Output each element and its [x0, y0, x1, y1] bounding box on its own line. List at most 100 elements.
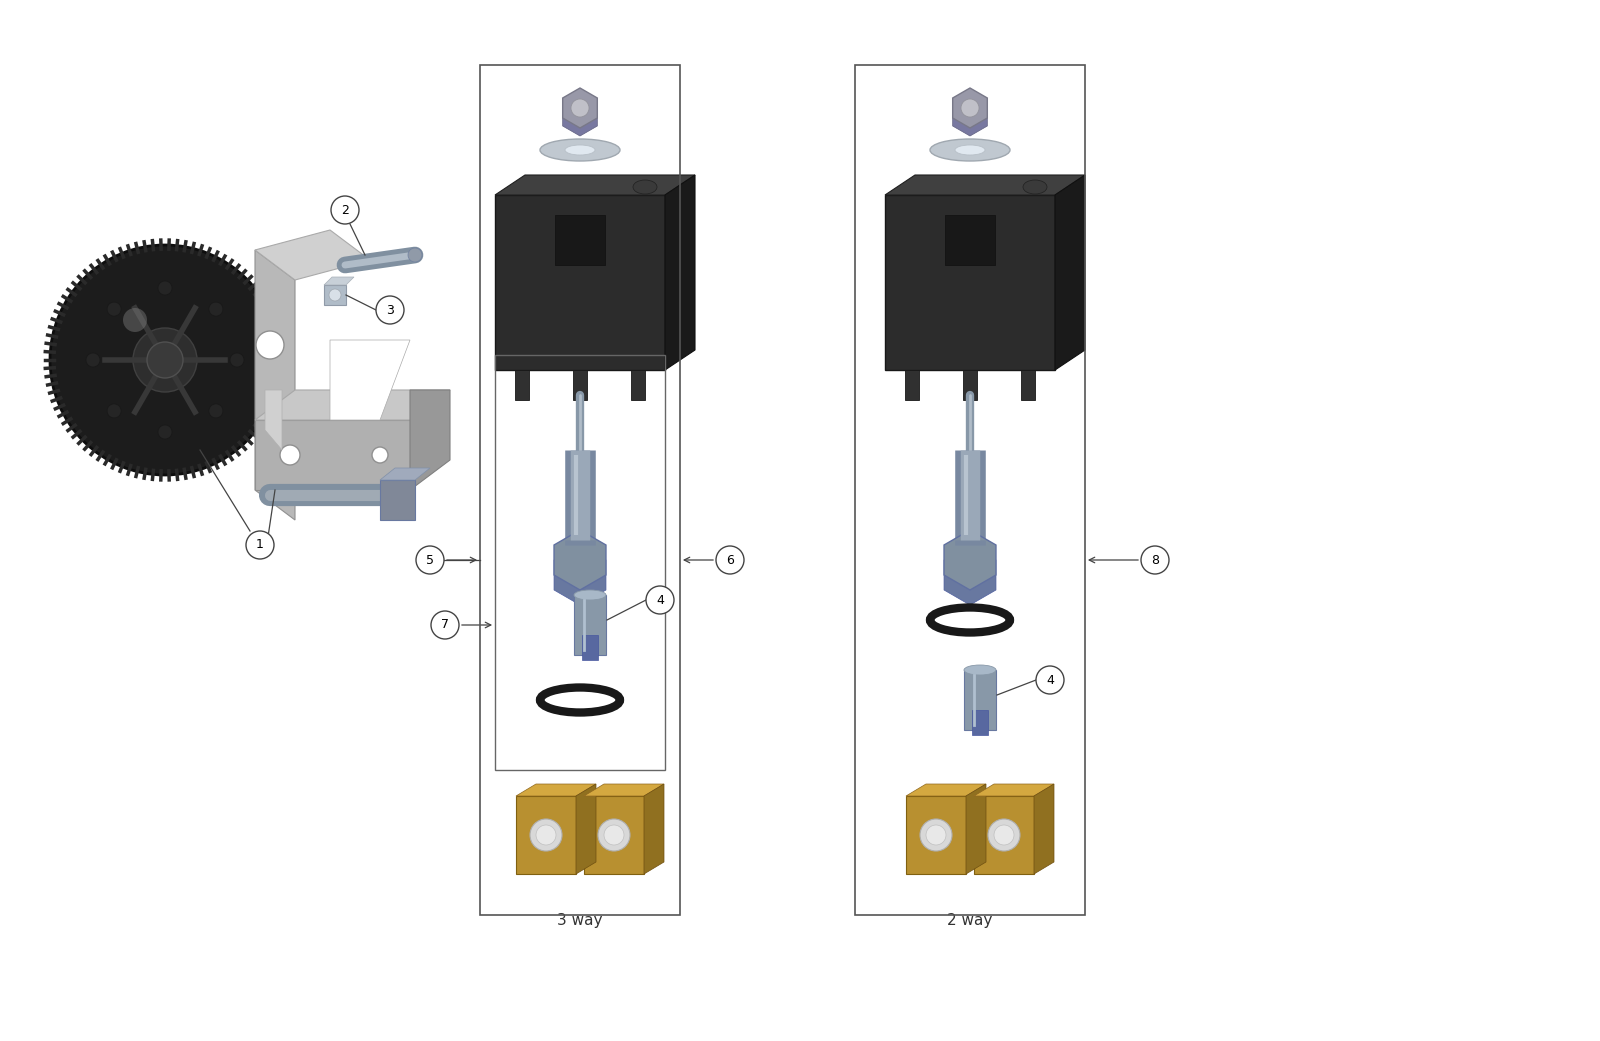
Ellipse shape [1022, 180, 1046, 194]
Polygon shape [966, 784, 986, 874]
Polygon shape [410, 390, 450, 490]
Ellipse shape [955, 145, 986, 155]
Bar [573, 370, 587, 400]
Circle shape [598, 819, 630, 850]
Polygon shape [666, 175, 694, 370]
Polygon shape [563, 88, 597, 128]
Circle shape [133, 328, 197, 392]
Circle shape [86, 353, 99, 367]
Bar [480, 65, 680, 915]
Bar [574, 595, 606, 655]
Circle shape [158, 425, 173, 439]
Ellipse shape [634, 180, 658, 194]
Circle shape [107, 404, 122, 417]
Circle shape [605, 826, 624, 845]
Bar [974, 796, 1034, 874]
Circle shape [962, 99, 979, 117]
Polygon shape [266, 390, 282, 450]
Text: 6: 6 [726, 554, 734, 566]
Circle shape [717, 545, 744, 574]
Circle shape [230, 353, 243, 367]
Bar [584, 796, 643, 874]
Polygon shape [584, 784, 664, 796]
Polygon shape [494, 175, 694, 195]
Circle shape [536, 826, 557, 845]
Text: 7: 7 [442, 618, 450, 632]
Circle shape [331, 196, 358, 224]
Bar [1021, 370, 1035, 400]
Circle shape [330, 289, 341, 301]
Bar [885, 195, 1054, 370]
Text: 3: 3 [386, 304, 394, 316]
Polygon shape [563, 96, 597, 136]
Polygon shape [254, 420, 410, 490]
Polygon shape [515, 784, 595, 796]
Circle shape [989, 819, 1021, 850]
Bar [963, 370, 978, 400]
Polygon shape [381, 468, 430, 480]
Circle shape [376, 296, 403, 324]
Polygon shape [944, 530, 995, 590]
Polygon shape [944, 545, 995, 605]
Text: 3 way: 3 way [557, 913, 603, 928]
Bar [515, 370, 530, 400]
Circle shape [50, 245, 280, 475]
Circle shape [430, 611, 459, 639]
Text: 4: 4 [1046, 674, 1054, 686]
Circle shape [158, 281, 173, 295]
Polygon shape [952, 88, 987, 128]
Polygon shape [885, 175, 1085, 195]
Circle shape [210, 302, 222, 316]
Polygon shape [554, 545, 606, 605]
Text: 4: 4 [656, 593, 664, 607]
Text: 1: 1 [256, 538, 264, 552]
Bar [963, 670, 995, 730]
Circle shape [571, 99, 589, 117]
Bar [582, 635, 598, 660]
Polygon shape [254, 250, 294, 520]
Bar [946, 215, 995, 265]
Bar [515, 796, 576, 874]
Circle shape [408, 248, 422, 262]
Polygon shape [1054, 175, 1085, 370]
Polygon shape [906, 784, 986, 796]
Circle shape [246, 531, 274, 559]
Circle shape [416, 545, 445, 574]
Polygon shape [381, 480, 414, 520]
Polygon shape [554, 530, 606, 590]
Polygon shape [643, 784, 664, 874]
Ellipse shape [541, 139, 621, 161]
Circle shape [123, 308, 147, 332]
Text: 2 way: 2 way [947, 913, 992, 928]
Polygon shape [254, 390, 450, 420]
Bar [973, 710, 989, 735]
Polygon shape [952, 96, 987, 136]
Ellipse shape [574, 590, 606, 600]
Polygon shape [254, 230, 370, 280]
Bar [906, 370, 918, 400]
Circle shape [920, 819, 952, 850]
Text: 5: 5 [426, 554, 434, 566]
Circle shape [210, 404, 222, 417]
Bar [494, 355, 666, 770]
Circle shape [926, 826, 946, 845]
Circle shape [1037, 666, 1064, 694]
Bar [854, 65, 1085, 915]
Polygon shape [576, 784, 595, 874]
Ellipse shape [963, 665, 995, 675]
Text: 8: 8 [1150, 554, 1158, 566]
Circle shape [280, 445, 301, 465]
Circle shape [994, 826, 1014, 845]
Circle shape [147, 342, 182, 378]
Ellipse shape [565, 145, 595, 155]
Text: 2: 2 [341, 203, 349, 217]
Circle shape [371, 447, 387, 463]
Polygon shape [974, 784, 1054, 796]
Bar [906, 796, 966, 874]
Bar [630, 370, 645, 400]
Bar [494, 195, 666, 370]
Circle shape [646, 586, 674, 614]
Circle shape [256, 331, 285, 359]
Circle shape [530, 819, 562, 850]
Circle shape [107, 302, 122, 316]
